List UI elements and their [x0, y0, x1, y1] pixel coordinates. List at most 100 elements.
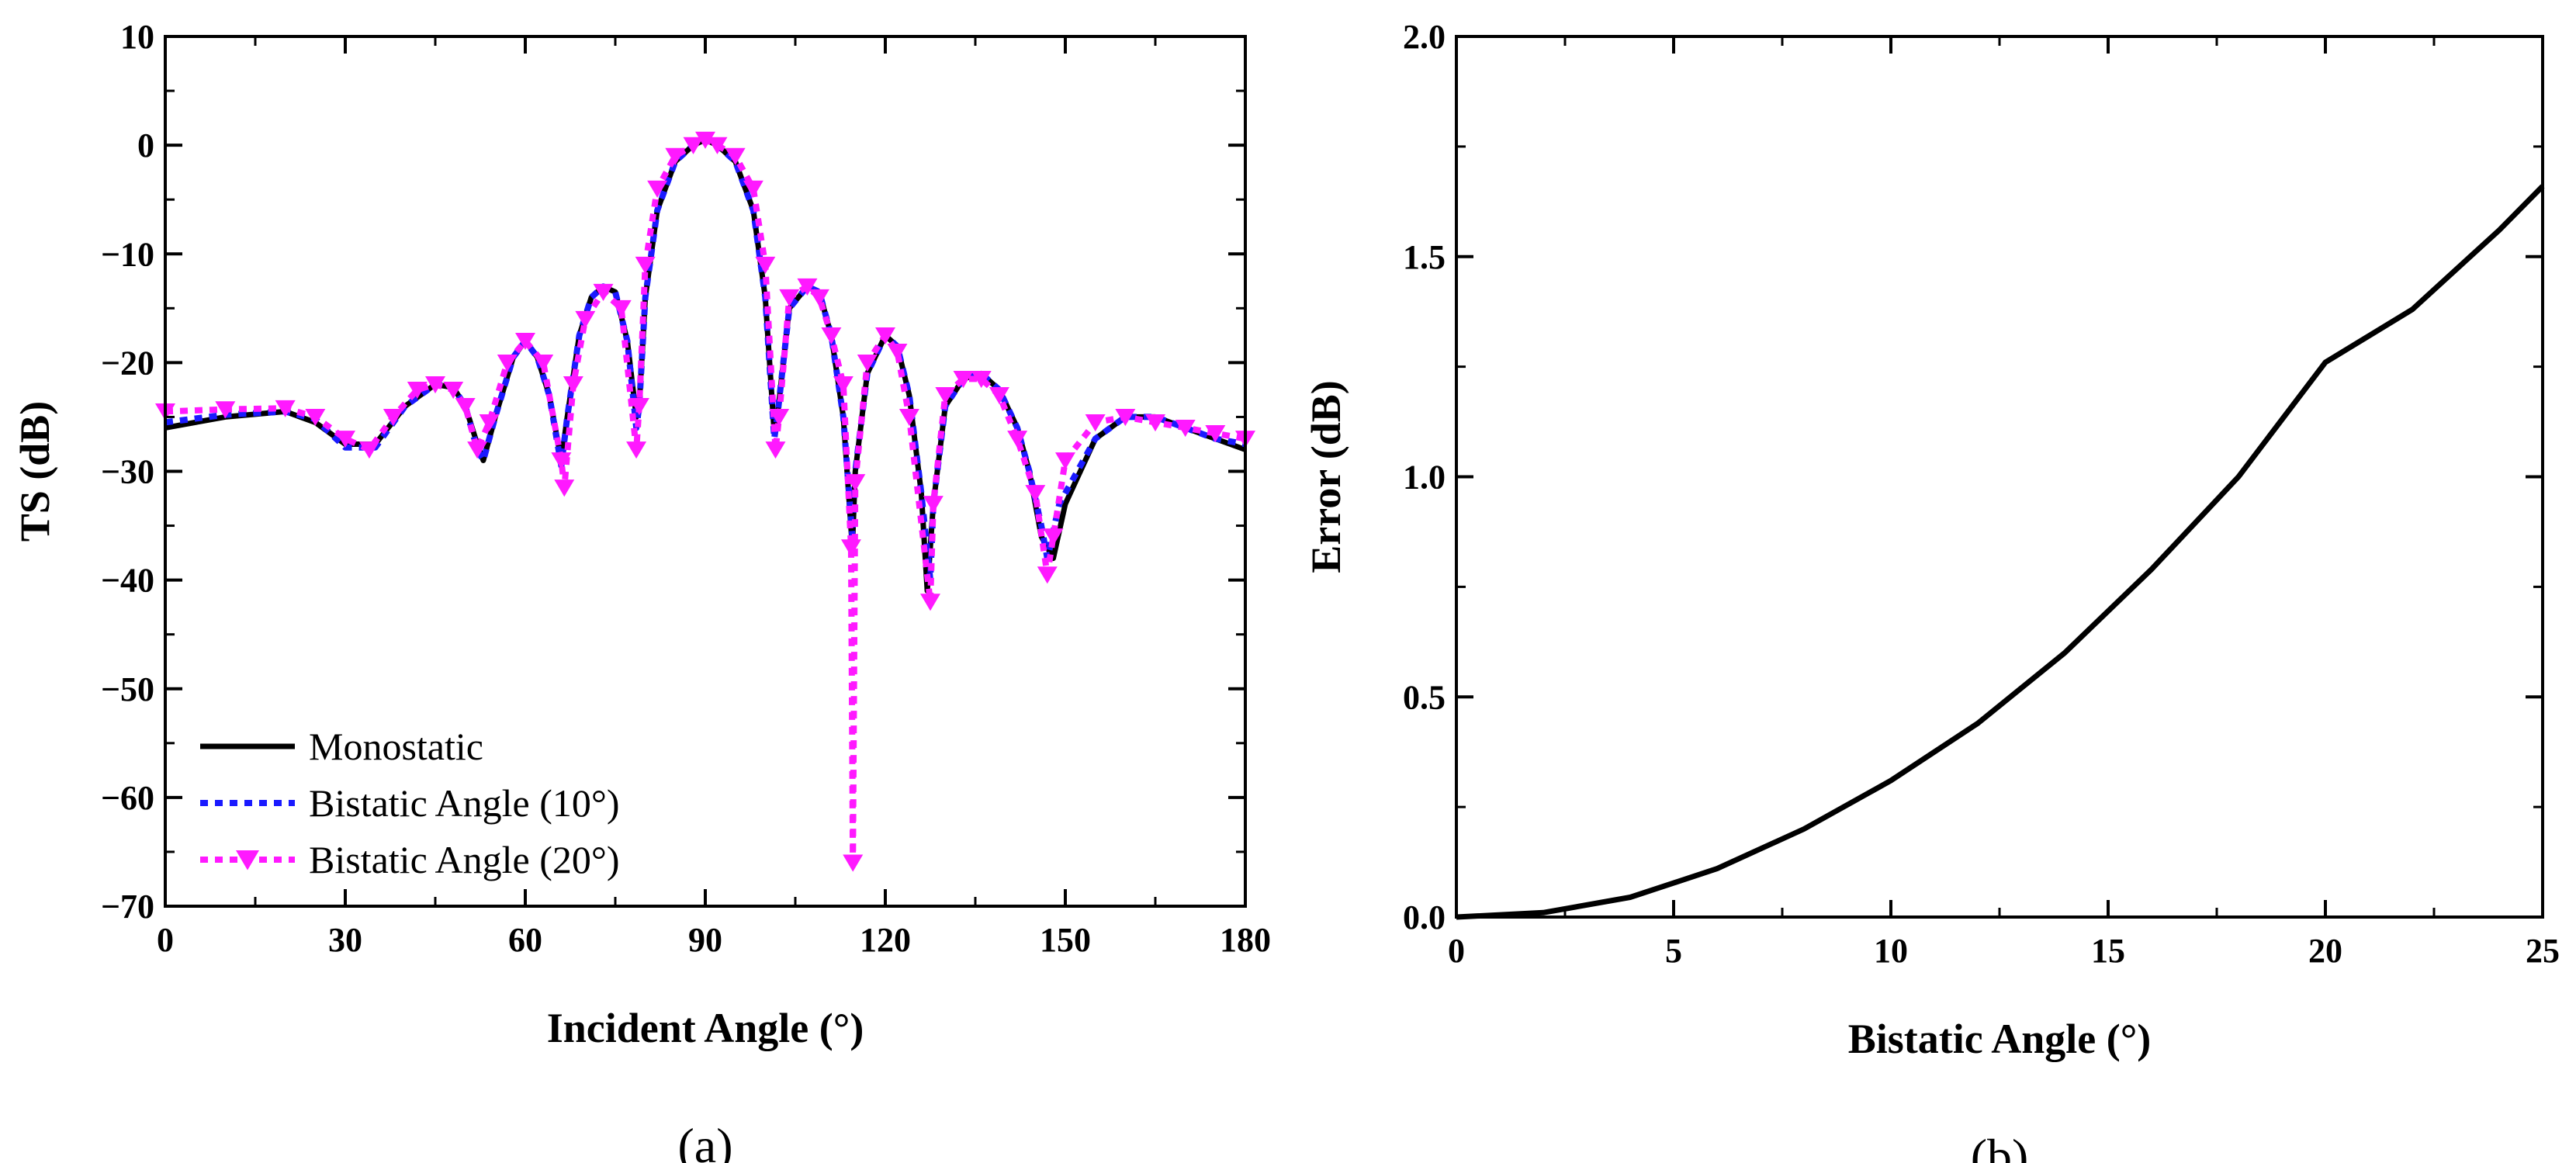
- legend-label-bistatic-20: Bistatic Angle (20°): [309, 838, 620, 881]
- chart-b-frame: [1455, 35, 2544, 919]
- series-marker: [335, 431, 355, 448]
- series-marker: [305, 409, 326, 427]
- series-marker: [887, 343, 908, 362]
- series-line-1: [164, 137, 1246, 583]
- series-marker: [611, 299, 632, 318]
- series-marker: [857, 354, 878, 372]
- series-marker: [989, 387, 1009, 405]
- y-tick-label: 2.0: [1403, 18, 1446, 56]
- x-tick-label: 60: [508, 921, 542, 959]
- series-marker: [808, 289, 829, 306]
- series-marker: [515, 332, 535, 351]
- chart-a-panel-label: (a): [677, 1118, 732, 1163]
- chart-b-plot-area: [1456, 184, 2545, 920]
- series-marker: [383, 409, 403, 427]
- chart-a-y-axis-label: TS (dB): [12, 401, 58, 542]
- series-marker: [707, 137, 728, 154]
- series-marker: [358, 441, 379, 459]
- x-tick-label: 150: [1040, 921, 1091, 959]
- series-marker: [898, 409, 919, 427]
- x-tick-label: 180: [1220, 921, 1271, 959]
- series-marker: [1115, 409, 1136, 427]
- series-marker: [821, 327, 842, 345]
- series-marker: [743, 180, 763, 198]
- y-tick-label: 1.5: [1403, 238, 1446, 276]
- x-tick-label: 0: [1448, 932, 1465, 970]
- y-tick-label: −30: [101, 453, 154, 491]
- series-marker: [467, 441, 488, 459]
- chart-a-legend: Monostatic Bistatic Angle (10°) Bistatic…: [200, 725, 620, 881]
- y-tick-label: 0.5: [1403, 678, 1446, 716]
- x-tick-label: 25: [2526, 932, 2560, 970]
- series-marker: [1205, 425, 1226, 443]
- chart-b-ticks: 0 5 10 15 20 25 0.0 0.5 1.0 1.5 2.0: [1403, 18, 2560, 970]
- chart-a-ticks: 0 30 60 90 120 150 180 10 0 −10 −20 −30 −40 −50 −60 −70: [101, 18, 1271, 959]
- chart-b-y-axis-label: Error (dB): [1303, 380, 1349, 573]
- series-marker: [554, 479, 575, 497]
- series-marker: [923, 496, 943, 514]
- y-tick-label: −20: [101, 344, 154, 382]
- y-tick-label: 0.0: [1403, 898, 1446, 936]
- series-marker: [833, 376, 853, 394]
- y-tick-label: −60: [101, 779, 154, 817]
- series-marker: [843, 854, 864, 872]
- y-tick-label: −70: [101, 888, 154, 926]
- series-marker: [765, 441, 786, 459]
- series-marker: [935, 387, 956, 405]
- x-tick-label: 120: [860, 921, 911, 959]
- x-tick-label: 15: [2091, 932, 2125, 970]
- x-tick-label: 20: [2308, 932, 2342, 970]
- x-tick-label: 5: [1665, 932, 1682, 970]
- x-tick-label: 90: [688, 921, 722, 959]
- chart-b-panel-label: (b): [1971, 1129, 2029, 1163]
- y-tick-label: −50: [101, 670, 154, 708]
- series-line-2: [164, 137, 1246, 866]
- series-marker: [443, 382, 464, 400]
- series-marker: [1007, 431, 1028, 448]
- x-tick-label: 30: [328, 921, 362, 959]
- series-marker: [665, 147, 686, 165]
- series-line-0: [1456, 184, 2545, 920]
- series-marker: [683, 137, 704, 154]
- series-marker: [1025, 485, 1046, 503]
- series-marker: [407, 382, 428, 400]
- legend-marker-bistatic-20: [236, 850, 259, 871]
- legend-label-monostatic: Monostatic: [309, 725, 483, 768]
- series-marker: [626, 441, 647, 459]
- series-marker: [1037, 566, 1058, 584]
- series-marker: [497, 354, 518, 372]
- chart-a: 0 30 60 90 120 150 180 10 0 −10 −20 −30 −40 −50 −60 −70…: [12, 18, 1271, 1163]
- series-marker: [425, 376, 445, 394]
- series-marker: [971, 370, 992, 389]
- series-marker: [695, 131, 715, 149]
- y-tick-label: −10: [101, 235, 154, 273]
- chart-b-x-axis-label: Bistatic Angle (°): [1848, 1016, 2152, 1062]
- series-marker: [455, 398, 476, 416]
- series-marker: [755, 256, 776, 274]
- series-marker: [1085, 414, 1106, 432]
- series-marker: [275, 400, 296, 417]
- series-marker: [215, 401, 236, 419]
- series-marker: [551, 452, 572, 470]
- series-marker: [840, 539, 861, 557]
- series-marker: [647, 180, 668, 198]
- series-marker: [845, 474, 866, 492]
- series-marker: [953, 370, 974, 389]
- series-marker: [563, 376, 583, 394]
- series-marker: [797, 278, 818, 296]
- series-marker: [479, 414, 500, 432]
- series-marker: [628, 398, 649, 416]
- series-marker: [1145, 414, 1165, 432]
- legend-label-bistatic-10: Bistatic Angle (10°): [309, 781, 620, 825]
- series-marker: [635, 256, 656, 274]
- y-tick-label: 0: [137, 126, 154, 164]
- series-marker: [920, 594, 940, 611]
- y-tick-label: −40: [101, 562, 154, 600]
- y-tick-label: 1.0: [1403, 459, 1446, 497]
- series-marker: [1175, 420, 1196, 438]
- y-tick-label: 10: [120, 18, 154, 56]
- series-marker: [769, 409, 790, 427]
- chart-a-x-axis-label: Incident Angle (°): [547, 1005, 864, 1051]
- series-marker: [1055, 452, 1075, 470]
